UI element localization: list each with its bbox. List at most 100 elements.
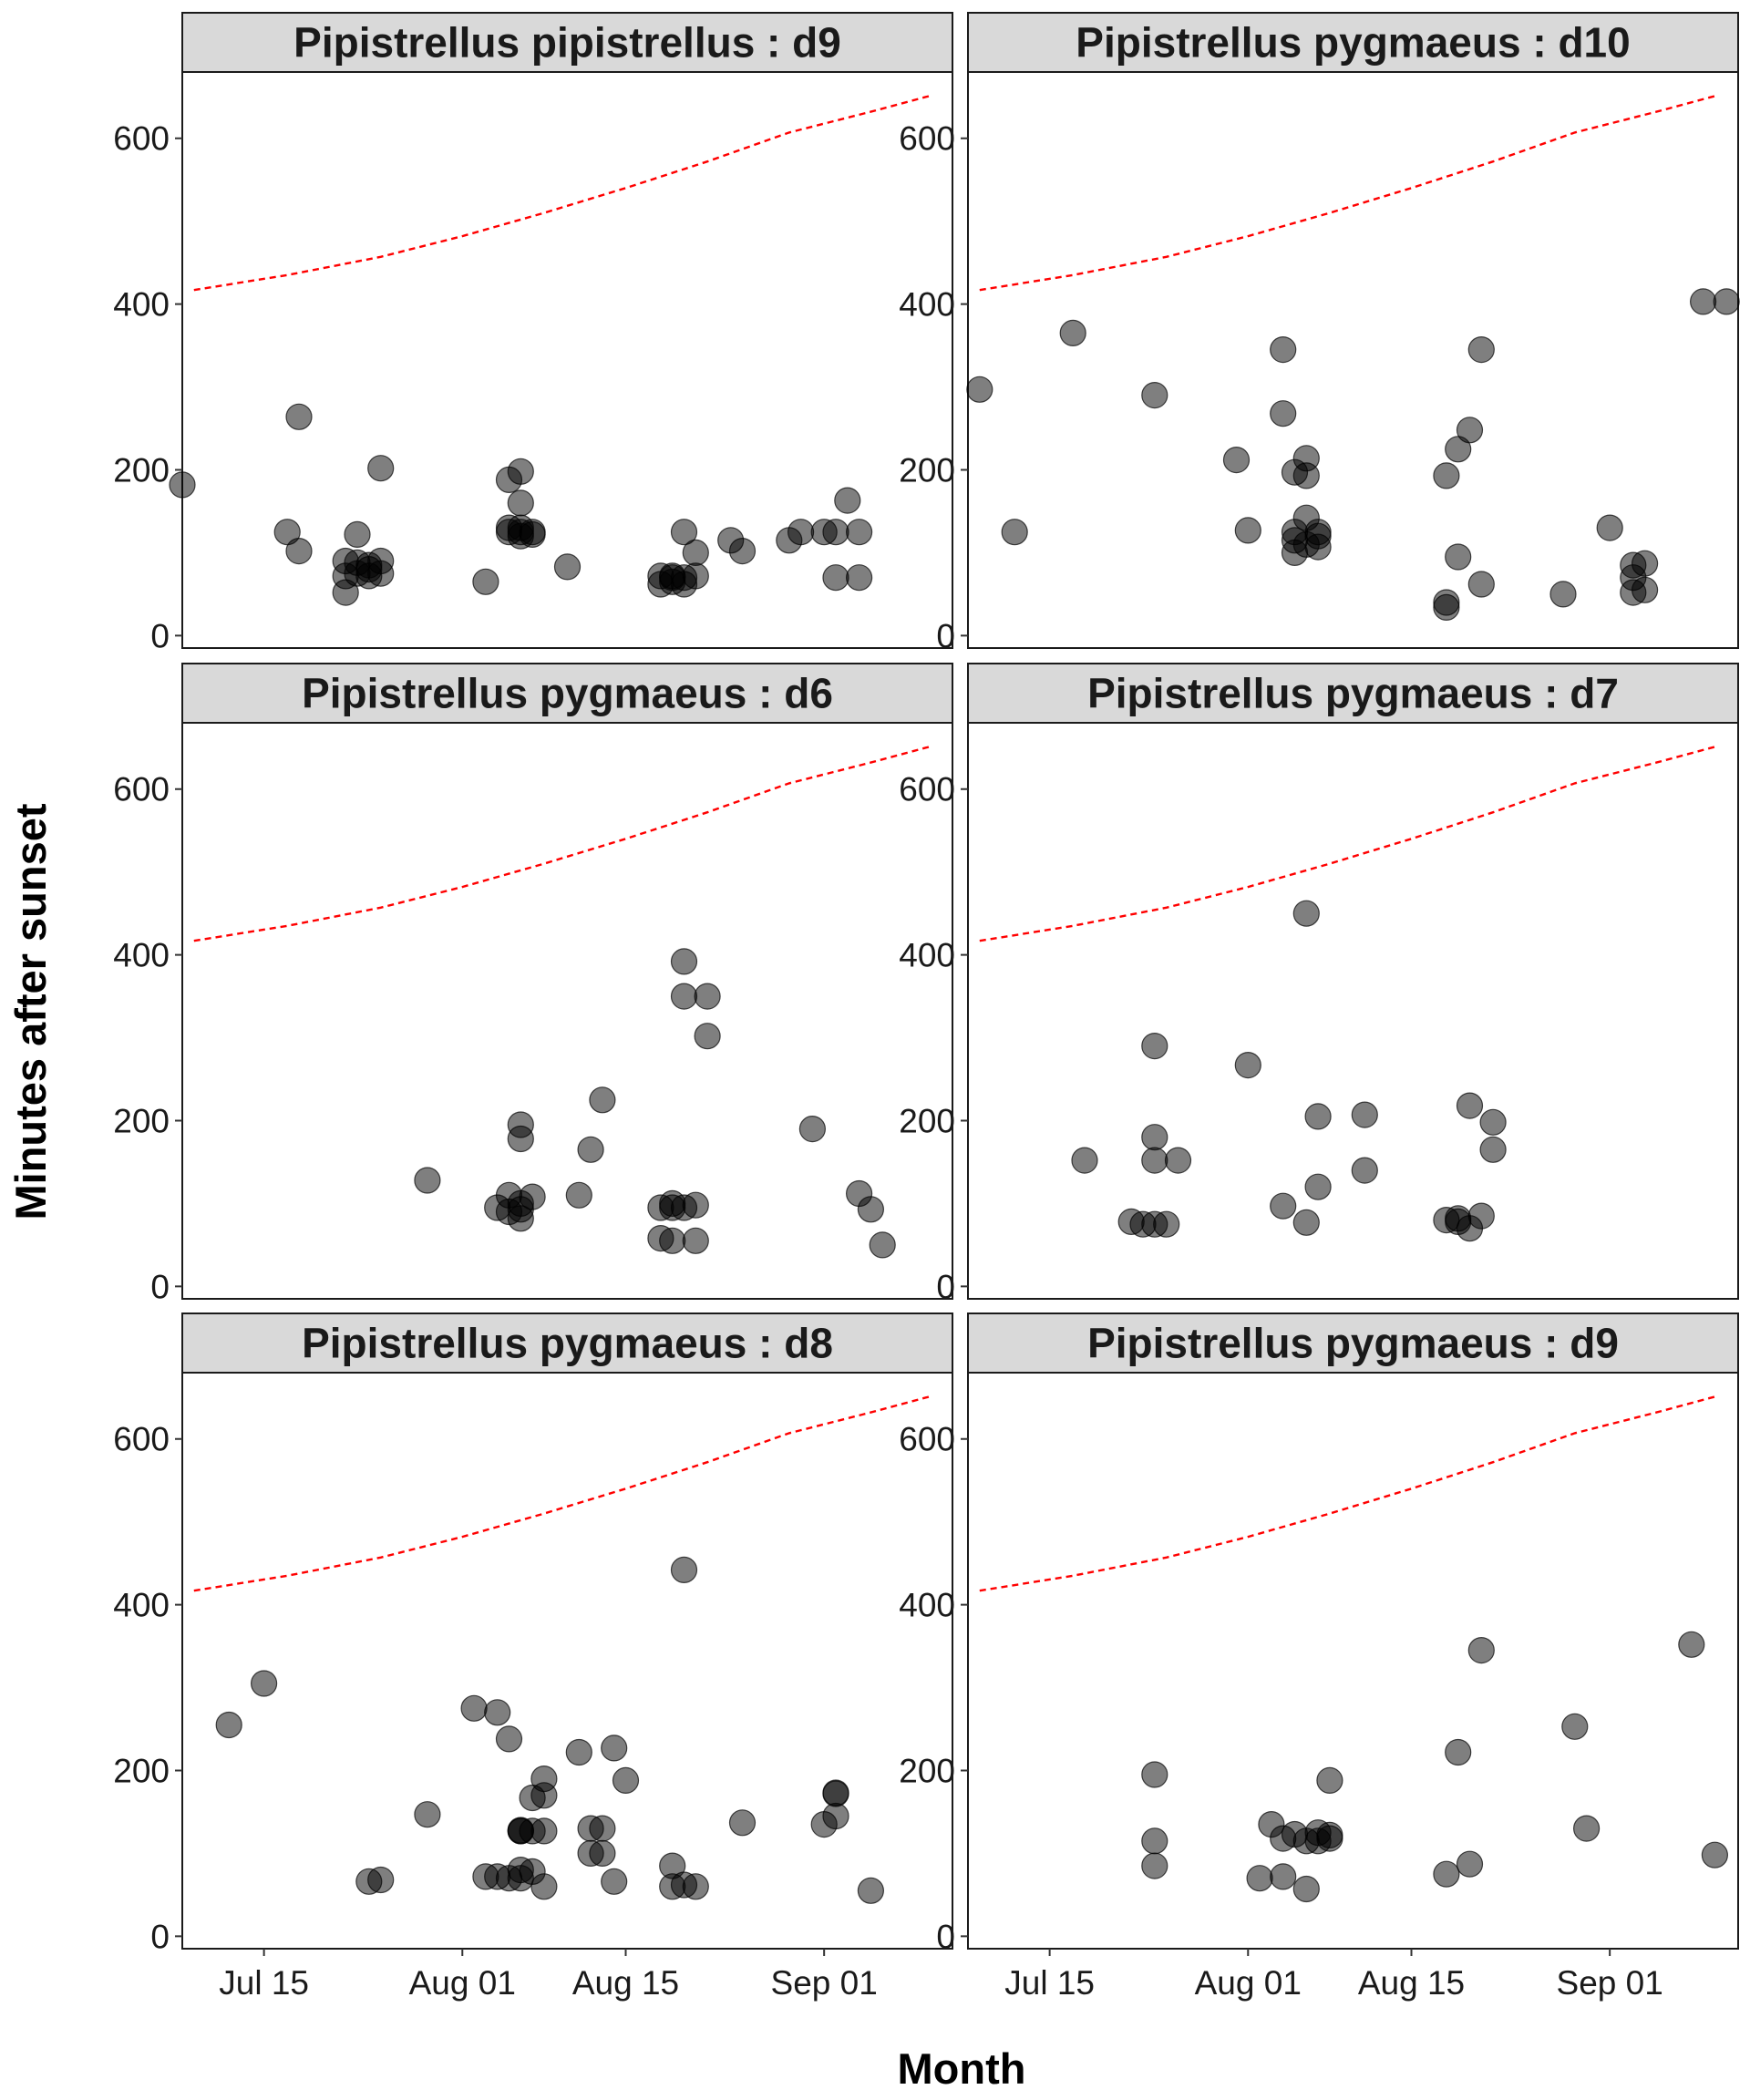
data-point xyxy=(682,1227,709,1254)
y-tick-label: 0 xyxy=(150,1268,170,1305)
facet-title: Pipistrellus pygmaeus : d10 xyxy=(1076,19,1630,67)
data-point xyxy=(601,1868,628,1895)
y-tick-label: 600 xyxy=(899,1421,955,1458)
data-point xyxy=(834,487,861,514)
y-tick-label: 0 xyxy=(936,1268,955,1305)
x-tick-label: Sep 01 xyxy=(1557,1964,1663,2002)
data-point xyxy=(1304,522,1332,550)
facet-strip xyxy=(967,12,1739,73)
x-tick-label: Sep 01 xyxy=(771,1964,878,2002)
data-point xyxy=(670,948,698,975)
data-point xyxy=(414,1801,441,1828)
y-tick-label: 600 xyxy=(899,120,955,158)
y-tick-label: 0 xyxy=(150,1918,170,1955)
data-point xyxy=(530,1873,558,1900)
data-point xyxy=(1467,1202,1495,1230)
facet-title: Pipistrellus pygmaeus : d6 xyxy=(302,670,833,717)
data-point xyxy=(507,489,534,517)
plot-area xyxy=(181,1372,953,1950)
data-point xyxy=(1270,1863,1297,1890)
data-point xyxy=(589,1086,616,1114)
data-point xyxy=(1433,593,1460,622)
data-point xyxy=(553,553,582,581)
data-point xyxy=(1433,462,1460,489)
y-tick-label: 400 xyxy=(113,286,170,324)
data-point xyxy=(670,983,698,1010)
facet-panel: Pipistrellus pygmaeus : d6 0 200 400 600 xyxy=(113,663,953,1305)
data-point xyxy=(1467,1636,1495,1664)
facet-title: Pipistrellus pygmaeus : d8 xyxy=(302,1320,833,1367)
data-point xyxy=(1141,1761,1168,1788)
data-point xyxy=(1141,382,1168,409)
y-tick-label: 400 xyxy=(899,286,955,324)
x-tick-label: Jul 15 xyxy=(1004,1964,1095,2002)
data-point xyxy=(682,1873,709,1900)
data-point xyxy=(822,1779,849,1807)
data-point xyxy=(1001,519,1028,546)
x-tick-label: Aug 01 xyxy=(409,1964,516,2002)
data-point xyxy=(169,471,196,499)
data-point xyxy=(1433,1860,1460,1888)
y-tick-label: 600 xyxy=(113,771,170,808)
data-point xyxy=(787,519,815,546)
data-point xyxy=(507,1125,534,1153)
y-tick-label: 400 xyxy=(113,1587,170,1624)
data-point xyxy=(1467,336,1495,364)
y-tick-label: 600 xyxy=(113,120,170,158)
data-point xyxy=(728,1809,757,1837)
data-point xyxy=(601,1735,628,1762)
data-point xyxy=(1456,1850,1484,1878)
facet-title: Pipistrellus pygmaeus : d7 xyxy=(1087,670,1619,717)
data-point xyxy=(1234,1051,1261,1079)
data-point xyxy=(251,1670,278,1697)
data-point xyxy=(822,564,849,592)
data-point xyxy=(670,519,698,546)
data-point xyxy=(1141,1124,1168,1151)
data-point xyxy=(1292,1209,1320,1236)
x-tick-label: Aug 01 xyxy=(1195,1964,1302,2002)
data-point xyxy=(1549,581,1577,608)
data-point xyxy=(1316,1825,1343,1852)
facet-panels: Pipistrellus pipistrellus : d9 0 200 400 600… xyxy=(113,12,1740,2002)
y-tick-label: 200 xyxy=(113,1752,170,1789)
data-point xyxy=(589,1839,616,1868)
data-point xyxy=(472,568,499,595)
data-point xyxy=(1351,1157,1378,1184)
data-point xyxy=(1561,1713,1589,1740)
y-axis-title: Minutes after sunset xyxy=(6,803,55,1220)
data-point xyxy=(285,537,313,565)
data-point xyxy=(694,1023,721,1050)
data-point xyxy=(659,1227,686,1254)
data-point xyxy=(414,1167,441,1194)
plot-area xyxy=(967,722,1739,1300)
facet-panel: Pipistrellus pygmaeus : d8 0 200 400 600 Jul … xyxy=(113,1312,953,2002)
y-tick-label: 600 xyxy=(899,771,955,808)
data-point xyxy=(1141,1147,1168,1174)
y-tick-label: 200 xyxy=(113,451,170,489)
plot-area xyxy=(181,722,953,1300)
data-point xyxy=(845,519,873,546)
y-tick-label: 400 xyxy=(113,937,170,974)
data-point xyxy=(285,403,313,430)
data-point xyxy=(1479,1108,1507,1136)
data-point xyxy=(1292,462,1320,489)
data-point xyxy=(1141,1852,1168,1879)
data-point xyxy=(507,458,534,485)
y-tick-label: 200 xyxy=(113,1102,170,1139)
data-point xyxy=(1631,550,1659,577)
x-tick-label: Aug 15 xyxy=(572,1964,679,2002)
data-point xyxy=(682,539,709,567)
data-point xyxy=(1304,1103,1332,1130)
data-point xyxy=(1689,288,1717,315)
data-point xyxy=(682,562,709,590)
data-point xyxy=(519,1183,546,1210)
sunrise-threshold-line xyxy=(979,1395,1715,1592)
data-point xyxy=(1713,288,1740,315)
data-point xyxy=(1153,1210,1180,1238)
data-point xyxy=(495,1725,523,1753)
data-point xyxy=(869,1231,896,1259)
data-point xyxy=(367,560,395,587)
facet-panel: Pipistrellus pygmaeus : d10 0 200 400 600 xyxy=(899,12,1740,654)
data-point xyxy=(367,455,395,482)
data-point xyxy=(1234,517,1261,544)
